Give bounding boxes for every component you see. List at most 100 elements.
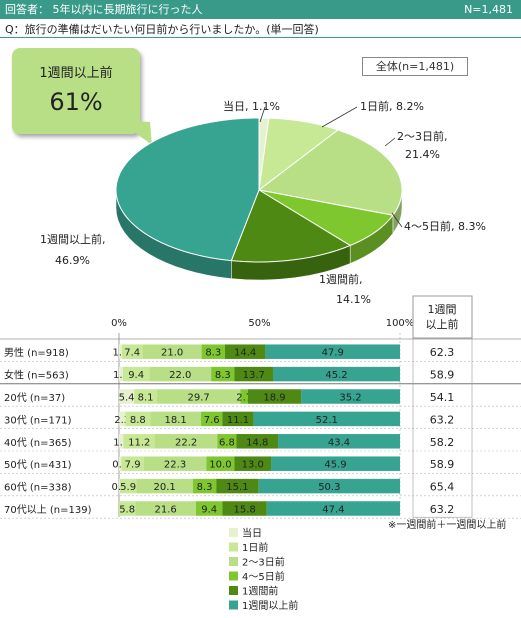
pie-data-label: 1週間以上前, bbox=[40, 232, 106, 246]
bar-value-label: 8.3 bbox=[215, 370, 231, 381]
bar-value-label: 6.8 bbox=[219, 437, 235, 448]
legend-swatch bbox=[229, 571, 238, 581]
respondents-label: 回答者： 5年以内に長期旅行に行った人 bbox=[5, 3, 203, 16]
header-bar: 回答者： 5年以内に長期旅行に行った人 N=1,481 bbox=[0, 0, 521, 19]
bar-value-label: 21.0 bbox=[161, 348, 183, 359]
pie-leader-line bbox=[391, 212, 403, 228]
bar-value-label: 2.3 bbox=[114, 415, 130, 426]
bar-value-label: 8.3 bbox=[205, 348, 221, 359]
bar-value-label: 9.4 bbox=[201, 505, 217, 516]
pie-slice-3 bbox=[257, 129, 403, 216]
legend-swatch bbox=[229, 528, 238, 537]
bar-value-label: 43.4 bbox=[328, 437, 350, 448]
bar-value-label: 50.3 bbox=[318, 482, 340, 493]
legend-label: 1日前 bbox=[242, 541, 268, 554]
right-column-header: 以上前 bbox=[426, 317, 459, 331]
right-column-value: 58.9 bbox=[430, 458, 455, 471]
bar-segment bbox=[192, 478, 217, 494]
right-column-value: 63.2 bbox=[430, 413, 455, 426]
footnote: ※一週間前＋一週間以上前 bbox=[388, 518, 506, 531]
bar-segment bbox=[123, 434, 155, 449]
bar-value-label: 5.9 bbox=[120, 482, 136, 493]
bar-segment bbox=[119, 366, 123, 382]
bar-value-label: 15.1 bbox=[226, 482, 248, 493]
bar-segment bbox=[119, 411, 126, 427]
bar-value-label: 7.4 bbox=[124, 348, 140, 359]
bar-segment bbox=[121, 456, 144, 471]
bar-segment bbox=[271, 456, 400, 471]
row-category-label: 40代 (n=365) bbox=[4, 437, 72, 449]
legend-swatch bbox=[229, 600, 238, 610]
bar-value-label: 35.2 bbox=[339, 393, 361, 404]
bar-segment bbox=[234, 366, 273, 382]
row-category-label: 20代 (n=37) bbox=[4, 392, 65, 404]
bar-segment bbox=[125, 411, 151, 427]
bar-segment bbox=[119, 456, 122, 471]
bar-segment bbox=[195, 501, 223, 516]
bar-value-label: 22.0 bbox=[169, 370, 191, 381]
row-category-label: 60代 (n=338) bbox=[4, 482, 72, 494]
bar-value-label: 20.1 bbox=[154, 482, 176, 493]
bar-segment bbox=[201, 411, 223, 427]
pie-chart: 当日, 1.1% 1日前, 8.2% 2～3日前, 21.4% 4～5日前, 8.3% 1… bbox=[40, 99, 486, 306]
right-column-value: 63.2 bbox=[430, 503, 455, 516]
callout-bubble bbox=[12, 48, 140, 134]
legend-label: 1週間以上前 bbox=[242, 599, 298, 612]
row-category-label: 男性 (n=918) bbox=[4, 346, 69, 359]
bar-segment bbox=[222, 411, 254, 427]
right-column-value: 58.9 bbox=[430, 369, 455, 382]
bar-segment bbox=[234, 456, 272, 471]
bar-segment bbox=[150, 411, 202, 427]
bar-value-label: 15.8 bbox=[233, 505, 255, 516]
bar-value-label: 1.4 bbox=[113, 370, 129, 381]
bar-segment bbox=[119, 478, 120, 494]
right-column-box bbox=[412, 337, 473, 518]
bar-segment bbox=[122, 366, 150, 382]
bar-segment bbox=[149, 366, 212, 382]
pie-slice-6 bbox=[115, 117, 260, 262]
bar-segment bbox=[154, 434, 218, 449]
callout-tail bbox=[118, 120, 152, 145]
bar-segment bbox=[216, 478, 259, 494]
x-tick-label: 0% bbox=[111, 318, 127, 329]
bar-value-label: 21.6 bbox=[155, 505, 177, 516]
bar-value-label: 8.8 bbox=[130, 415, 146, 426]
bar-value-label: 8.1 bbox=[138, 393, 154, 404]
bar-value-label: 11.1 bbox=[227, 415, 249, 426]
legend-label: 2～3日前 bbox=[242, 556, 285, 569]
bar-segment bbox=[301, 389, 400, 404]
pie-data-label: 1日前, 8.2% bbox=[360, 99, 424, 113]
right-column-value: 58.2 bbox=[430, 436, 455, 449]
bar-segment bbox=[258, 478, 400, 494]
bar-value-label: 47.9 bbox=[322, 348, 344, 359]
bar-value-label: 0.3 bbox=[111, 482, 127, 493]
callout-label: 1週間以上前 bbox=[39, 66, 113, 81]
bar-segment bbox=[222, 501, 267, 516]
bar-value-label: 14.4 bbox=[234, 348, 256, 359]
bar-value-label: 7.9 bbox=[125, 460, 141, 471]
bar-segment bbox=[247, 389, 302, 404]
pie-data-label: 当日, 1.1% bbox=[223, 99, 280, 113]
bar-value-label: 8.3 bbox=[197, 482, 213, 493]
bar-value-label: 45.9 bbox=[324, 460, 346, 471]
bar-segment bbox=[142, 344, 202, 359]
bar-segment bbox=[156, 389, 241, 404]
pie-data-label: 1週間前, bbox=[319, 272, 363, 286]
bar-segment bbox=[272, 366, 400, 382]
bar-value-label: 22.3 bbox=[164, 460, 186, 471]
bar-value-label: 10.0 bbox=[209, 460, 231, 471]
bar-segment bbox=[135, 501, 196, 516]
callout-value: 61% bbox=[49, 88, 103, 116]
bar-segment bbox=[224, 344, 266, 359]
bar-segment bbox=[217, 434, 237, 449]
bar-value-label: 11.2 bbox=[128, 437, 150, 448]
bar-segment bbox=[143, 456, 207, 471]
bar-value-label: 0.9 bbox=[112, 460, 128, 471]
row-category-label: 50代 (n=431) bbox=[4, 459, 72, 471]
bar-value-label: 18.1 bbox=[164, 415, 186, 426]
legend-label: 当日 bbox=[242, 527, 262, 540]
pie-data-label: 2～3日前, bbox=[397, 129, 448, 143]
bar-segment bbox=[119, 478, 137, 494]
